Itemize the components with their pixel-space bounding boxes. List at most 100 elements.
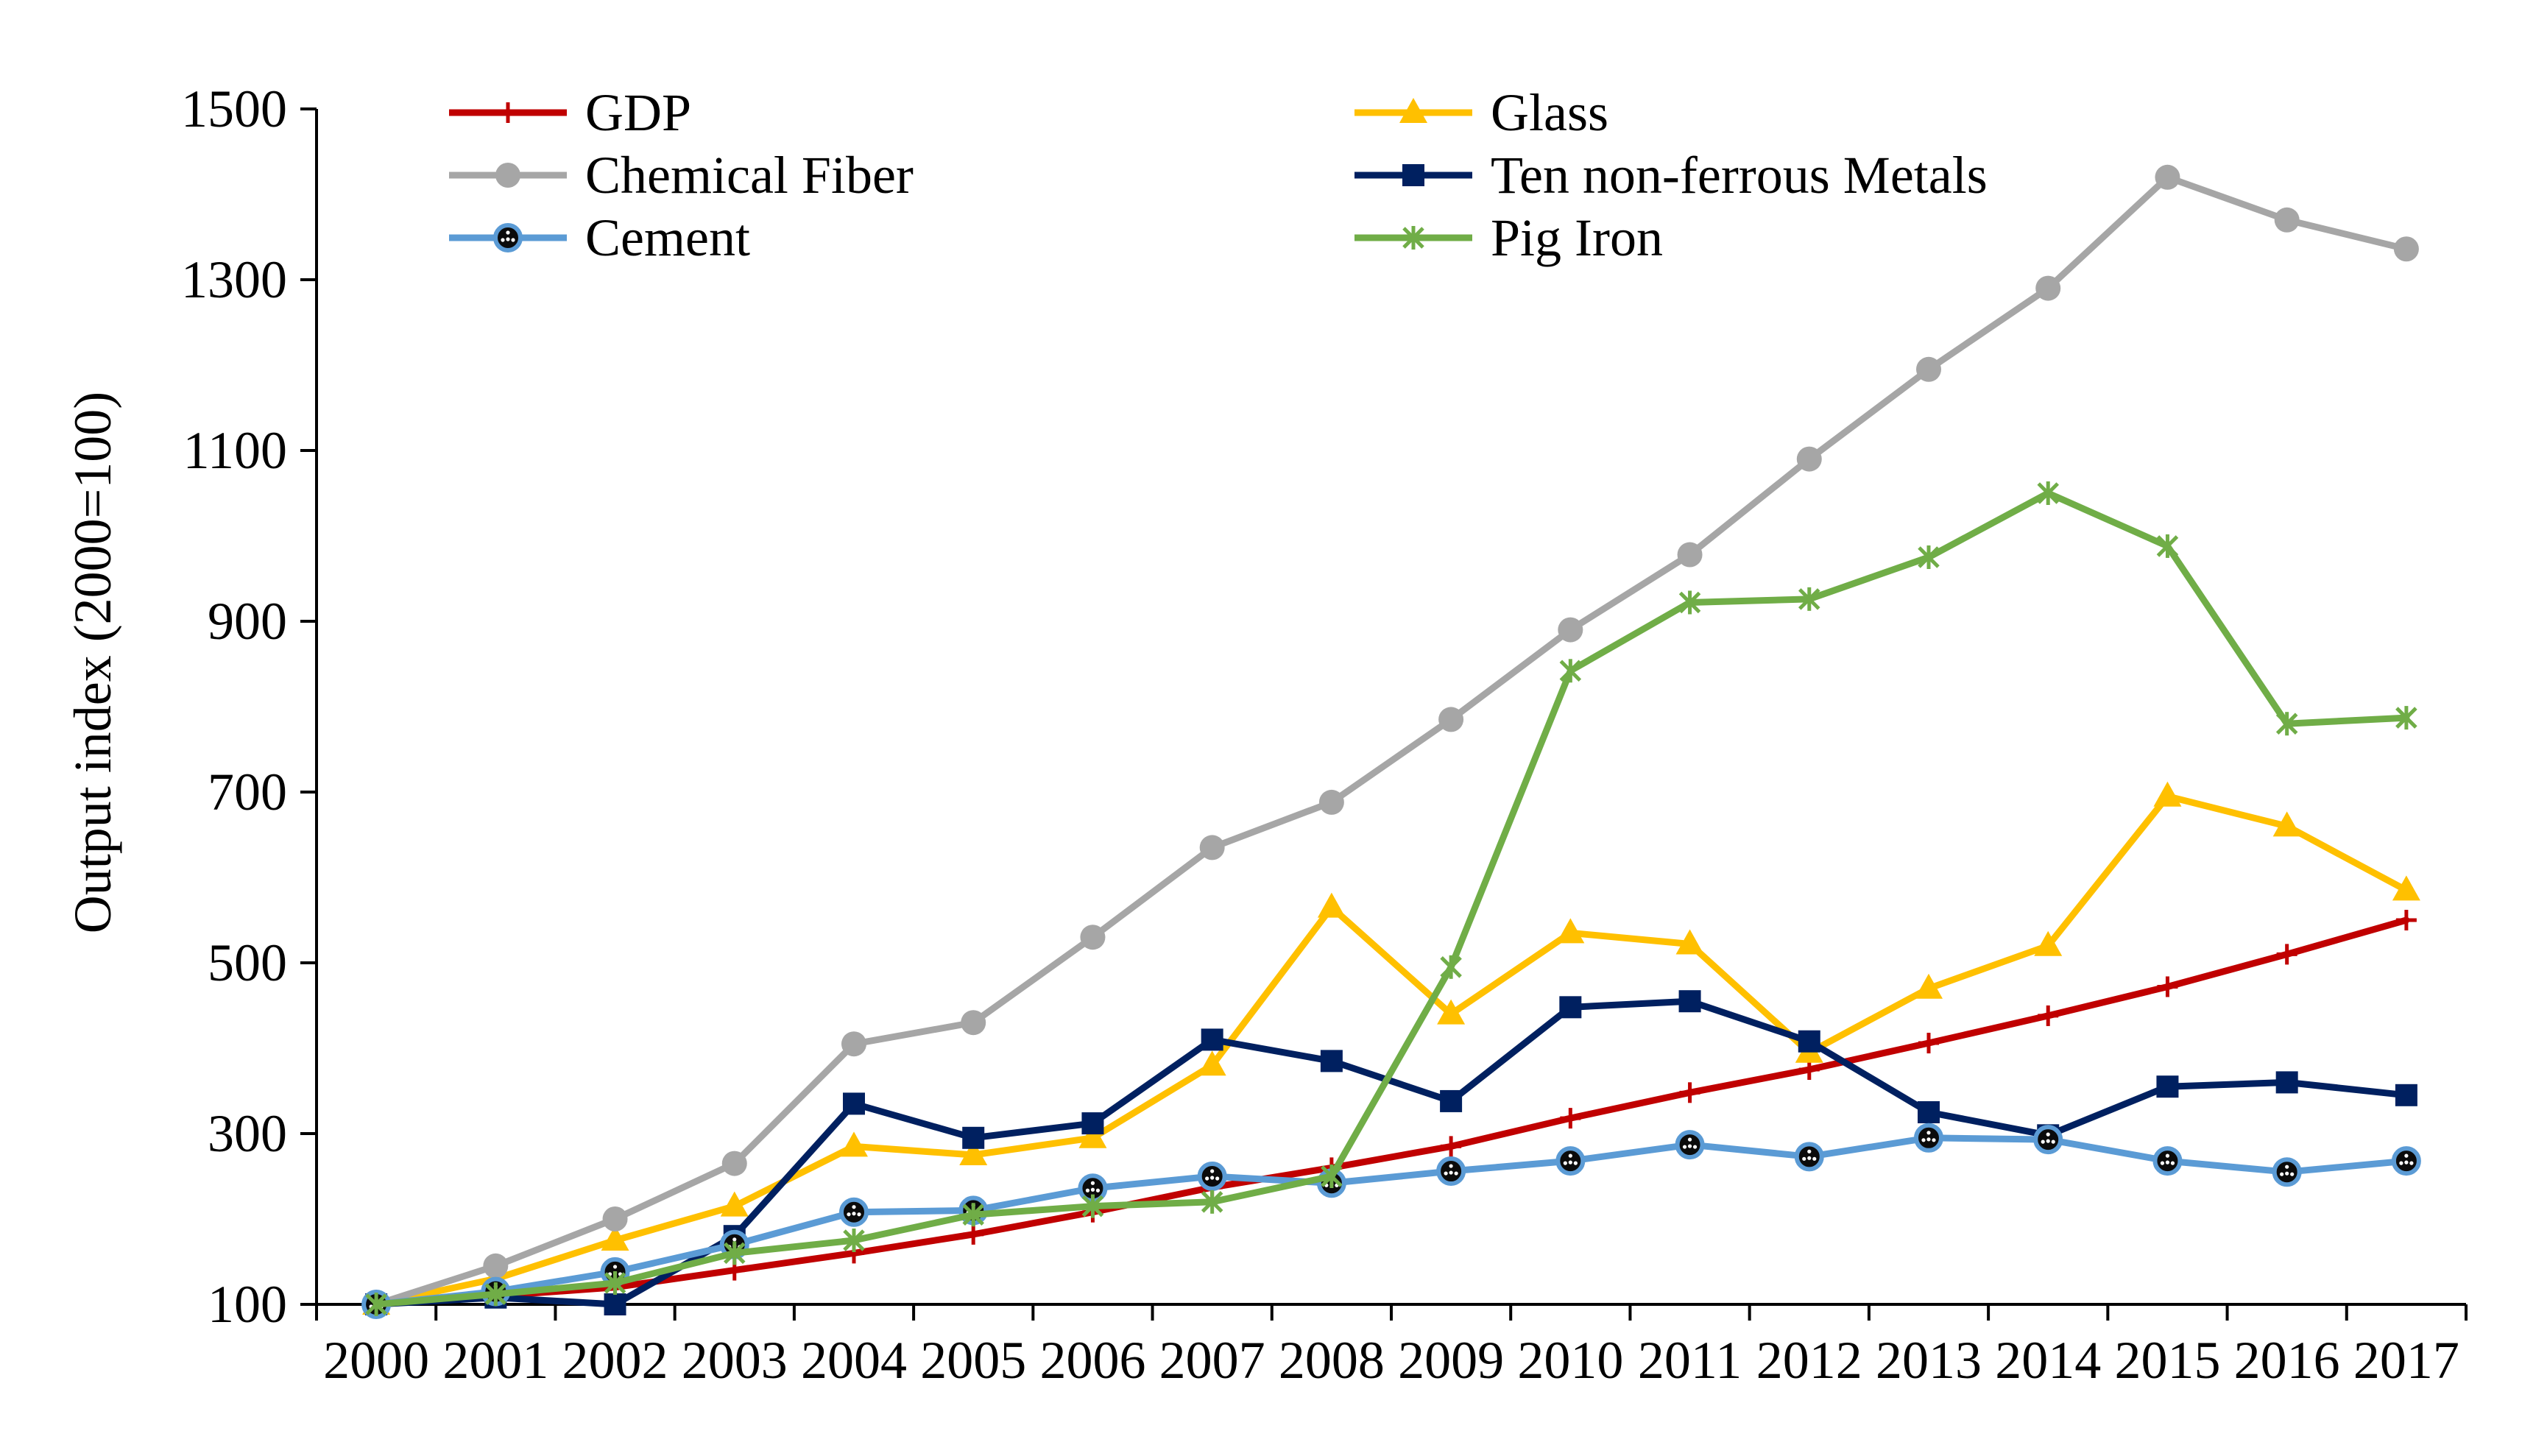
series-cement [361, 1123, 2421, 1319]
data-point [843, 1229, 865, 1252]
data-point [1678, 990, 1701, 1013]
data-point [1441, 1136, 1462, 1157]
data-point [2155, 164, 2180, 190]
x-tick-label: 2010 [1517, 1331, 1623, 1390]
legend-label: Ten non-ferrous Metals [1491, 146, 1988, 205]
data-point [1081, 1194, 1104, 1218]
data-point [483, 1253, 509, 1279]
y-tick-label: 1500 [181, 79, 287, 138]
data-point [721, 1151, 747, 1176]
data-point [2275, 712, 2298, 736]
data-point [1197, 1162, 1227, 1191]
data-point [2395, 706, 2417, 730]
data-point [1436, 1156, 1466, 1187]
data-point [1918, 545, 1940, 569]
data-point [2274, 207, 2300, 233]
data-point [963, 1223, 984, 1245]
x-tick-label: 2008 [1279, 1331, 1385, 1390]
x-tick-label: 2002 [562, 1331, 668, 1390]
x-tick-label: 2001 [442, 1331, 548, 1390]
data-point [1915, 973, 1943, 999]
data-point [1798, 587, 1820, 611]
data-point [2391, 1146, 2421, 1176]
x-tick-label: 2009 [1398, 1331, 1504, 1390]
data-point [1559, 996, 1582, 1019]
data-point [2395, 910, 2417, 930]
data-point [839, 1197, 869, 1227]
data-point [1201, 1190, 1223, 1214]
series-line [372, 174, 2410, 1308]
legend-label: GDP [585, 83, 691, 142]
data-point [1080, 925, 1106, 950]
data-point [1318, 789, 1344, 815]
data-point [841, 1031, 866, 1057]
legend-marker [1402, 164, 1424, 186]
data-point [2275, 1071, 2298, 1094]
data-point [2272, 1157, 2302, 1187]
series-line [372, 793, 2410, 1308]
data-point [484, 1282, 507, 1307]
data-point [1440, 1089, 1463, 1112]
legend-item-gdp: GDP [449, 83, 691, 142]
data-point [1796, 446, 1822, 472]
legend-item-glass: Glass [1354, 83, 1608, 142]
series-line [372, 490, 2410, 1308]
data-point [2157, 976, 2178, 997]
data-point [2037, 481, 2059, 505]
data-point [1078, 1123, 1107, 1148]
data-point [1916, 356, 1941, 382]
data-point [959, 1140, 988, 1165]
legend-label: Chemical Fiber [585, 146, 914, 205]
data-point [961, 1010, 986, 1036]
data-point [843, 1092, 865, 1115]
data-point [1201, 1028, 1223, 1051]
data-point [1558, 617, 1583, 643]
y-tick-label: 100 [208, 1275, 287, 1334]
data-point [2153, 781, 2182, 807]
legend-marker [1399, 98, 1427, 123]
data-point [1440, 955, 1462, 979]
data-point [604, 1271, 626, 1295]
data-point [1199, 835, 1225, 860]
data-point [2156, 534, 2179, 558]
x-tick-label: 2000 [323, 1331, 429, 1390]
y-tick-label: 1300 [181, 250, 287, 309]
legend-marker [495, 163, 520, 188]
data-point [2156, 1075, 2179, 1098]
legend-label: Pig Iron [1491, 208, 1663, 267]
data-point [602, 1206, 628, 1231]
series-line [372, 1134, 2410, 1308]
data-point [2392, 875, 2420, 901]
data-point [1794, 1142, 1824, 1172]
legend-item-cement: Cement [449, 208, 750, 267]
legend: GDP Glass Chemical Fiber Ten non-ferrous Me… [449, 83, 1988, 267]
x-tick-label: 2005 [920, 1331, 1026, 1390]
data-point [1677, 542, 1703, 568]
y-axis-title: Output index (2000=100) [63, 392, 122, 934]
series-glass [362, 781, 2420, 1315]
series-group [361, 164, 2421, 1319]
data-point [1555, 1146, 1586, 1176]
data-point [962, 1203, 984, 1227]
data-point [962, 1126, 985, 1149]
legend-label: Cement [585, 208, 750, 267]
x-tick-label: 2014 [1995, 1331, 2101, 1390]
data-point [1914, 1123, 1943, 1153]
x-tick-label: 2011 [1638, 1331, 1742, 1390]
data-point [1918, 1101, 1940, 1123]
data-point [1560, 1108, 1581, 1129]
legend-item-ten-non-ferrous-metals: Ten non-ferrous Metals [1354, 146, 1988, 205]
y-tick-label: 1100 [183, 421, 287, 480]
x-tick-label: 2006 [1039, 1331, 1145, 1390]
data-point [604, 1293, 626, 1315]
data-point [724, 1241, 746, 1265]
data-point [2276, 944, 2297, 965]
y-tick-label: 500 [208, 933, 287, 992]
data-point [2395, 1084, 2417, 1106]
legend-label: Glass [1491, 83, 1608, 142]
x-tick-label: 2003 [682, 1331, 788, 1390]
data-point [1317, 892, 1346, 918]
data-point [1081, 1112, 1104, 1135]
